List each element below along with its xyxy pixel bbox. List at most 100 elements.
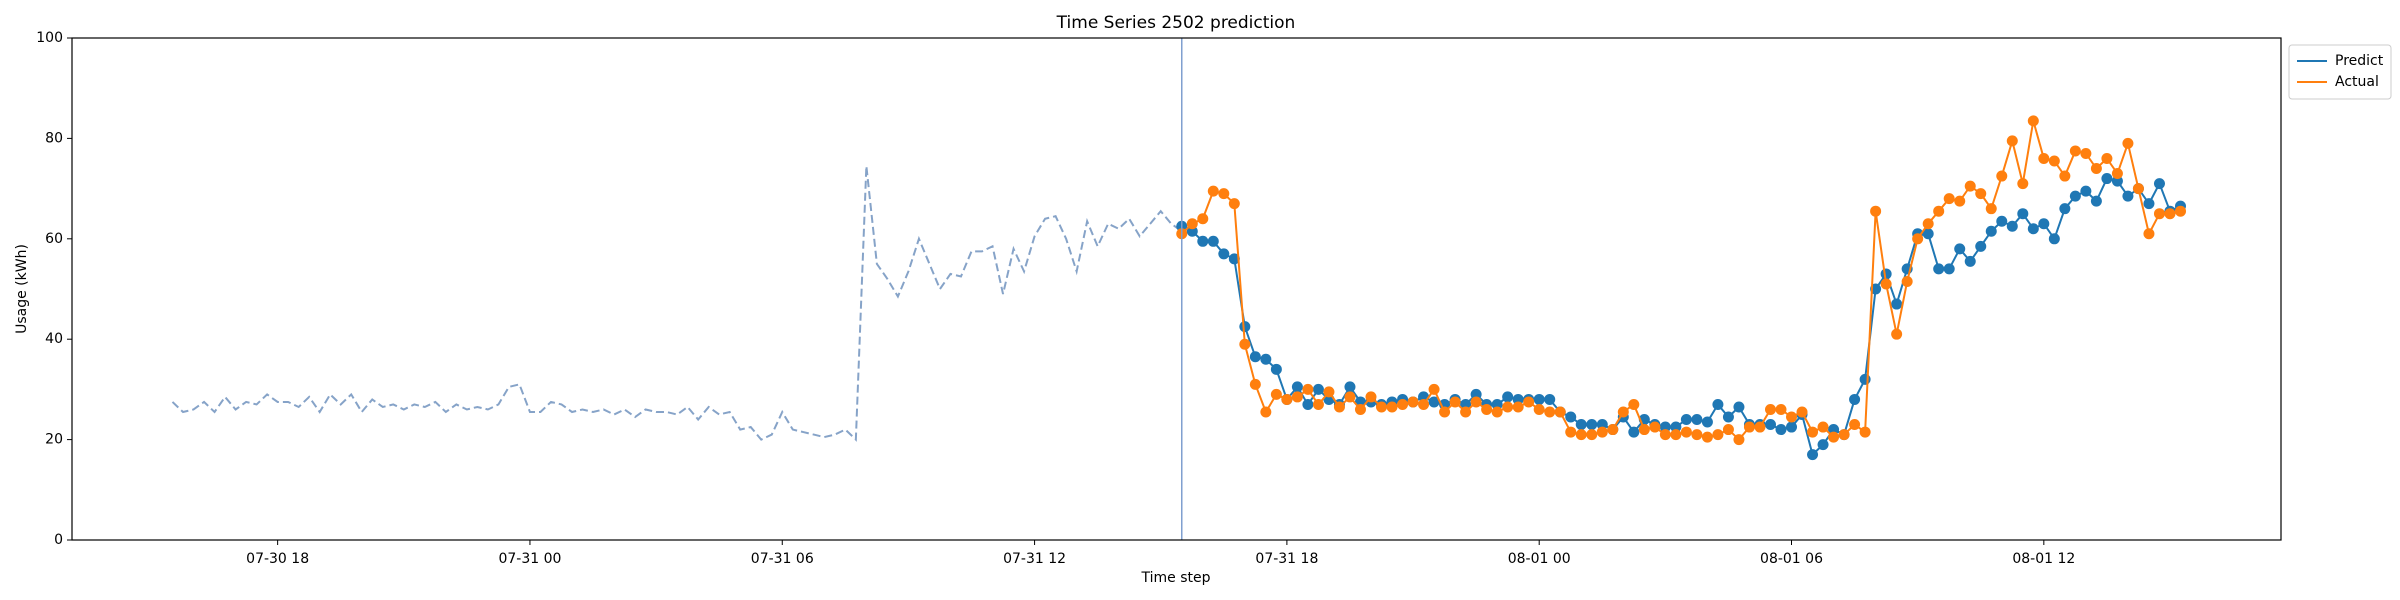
plot-frame (71, 37, 2282, 541)
data-point (1365, 391, 1377, 403)
data-point (2174, 205, 2186, 217)
data-point (1491, 406, 1503, 418)
x-tick-label: 08-01 00 (1508, 551, 1571, 567)
data-point (1659, 421, 1671, 433)
data-point (1691, 414, 1703, 426)
data-point (1249, 378, 1261, 390)
data-point (2101, 152, 2113, 164)
x-tick-label: 07-30 18 (246, 551, 309, 567)
data-point (2111, 168, 2123, 180)
data-point (1281, 393, 1293, 405)
data-point (1312, 398, 1324, 410)
data-point (1575, 419, 1587, 431)
data-point (1228, 253, 1240, 265)
data-point (1912, 233, 1924, 245)
y-tick-label: 100 (36, 30, 63, 46)
data-point (1596, 419, 1608, 431)
data-point (1291, 381, 1303, 393)
data-point (1428, 383, 1440, 395)
y-tick-label: 60 (45, 231, 63, 247)
data-point (1249, 351, 1261, 363)
data-point (1722, 411, 1734, 423)
data-point (1764, 419, 1776, 431)
x-tick-label: 07-31 18 (1255, 551, 1318, 567)
data-point (2038, 218, 2050, 230)
data-point (1670, 421, 1682, 433)
data-point (1775, 403, 1787, 415)
x-axis-label: Time step (1141, 570, 1211, 586)
data-point (1207, 235, 1219, 247)
data-point (2027, 223, 2039, 235)
data-point (1460, 398, 1472, 410)
x-tick-label: 08-01 12 (2012, 551, 2075, 567)
data-point (1470, 396, 1482, 408)
data-point (2143, 198, 2155, 210)
data-point (2017, 208, 2029, 220)
x-tick-label: 07-31 00 (498, 551, 561, 567)
data-point (1397, 398, 1409, 410)
data-point (1880, 278, 1892, 290)
data-point (2090, 163, 2102, 175)
data-point (1260, 353, 1272, 365)
y-tick-label: 80 (45, 130, 63, 146)
legend-box (2288, 44, 2392, 100)
y-axis-label: Usage (kWh) (14, 244, 30, 334)
data-point (1596, 426, 1608, 438)
data-point (1628, 398, 1640, 410)
data-point (1743, 421, 1755, 433)
data-point (1344, 391, 1356, 403)
data-point (1954, 195, 1966, 207)
data-point (1481, 403, 1493, 415)
data-point (1333, 401, 1345, 413)
data-point (2048, 233, 2060, 245)
data-point (1544, 393, 1556, 405)
data-point (1197, 235, 1209, 247)
data-point (1575, 429, 1587, 441)
y-tick-label: 40 (45, 331, 63, 347)
data-point (1323, 386, 1335, 398)
data-point (1859, 426, 1871, 438)
x-tick-label: 07-31 12 (1003, 551, 1066, 567)
data-point (1775, 424, 1787, 436)
data-point (1933, 205, 1945, 217)
data-point (2048, 155, 2060, 167)
data-point (1533, 403, 1545, 415)
data-point (2006, 135, 2018, 147)
data-point (1312, 383, 1324, 395)
data-point (1270, 388, 1282, 400)
data-point (1586, 419, 1598, 431)
data-point (2153, 178, 2165, 190)
data-point (1680, 426, 1692, 438)
data-point (1386, 401, 1398, 413)
data-point (1186, 218, 1198, 230)
data-point (1449, 396, 1461, 408)
data-point (2101, 173, 2113, 185)
data-point (1964, 255, 1976, 267)
data-point (1512, 393, 1524, 405)
data-point (1617, 406, 1629, 418)
data-point (1891, 328, 1903, 340)
data-point (1186, 225, 1198, 237)
data-point (1523, 396, 1535, 408)
data-point (1807, 426, 1819, 438)
y-tick-label: 0 (54, 532, 63, 548)
data-point (1828, 424, 1840, 436)
data-point (1239, 338, 1251, 350)
data-point (1649, 421, 1661, 433)
data-point (1985, 203, 1997, 215)
data-point (1712, 398, 1724, 410)
data-point (1218, 188, 1230, 200)
data-point (1922, 228, 1934, 240)
data-point (1701, 416, 1713, 428)
data-point (2059, 170, 2071, 182)
data-point (2111, 175, 2123, 187)
data-point (1218, 248, 1230, 260)
data-point (1502, 391, 1514, 403)
data-point (1691, 429, 1703, 441)
series-line (171, 165, 1183, 442)
data-point (1891, 298, 1903, 310)
data-point (1849, 393, 1861, 405)
data-point (2122, 137, 2134, 149)
data-point (1544, 406, 1556, 418)
data-point (1786, 411, 1798, 423)
